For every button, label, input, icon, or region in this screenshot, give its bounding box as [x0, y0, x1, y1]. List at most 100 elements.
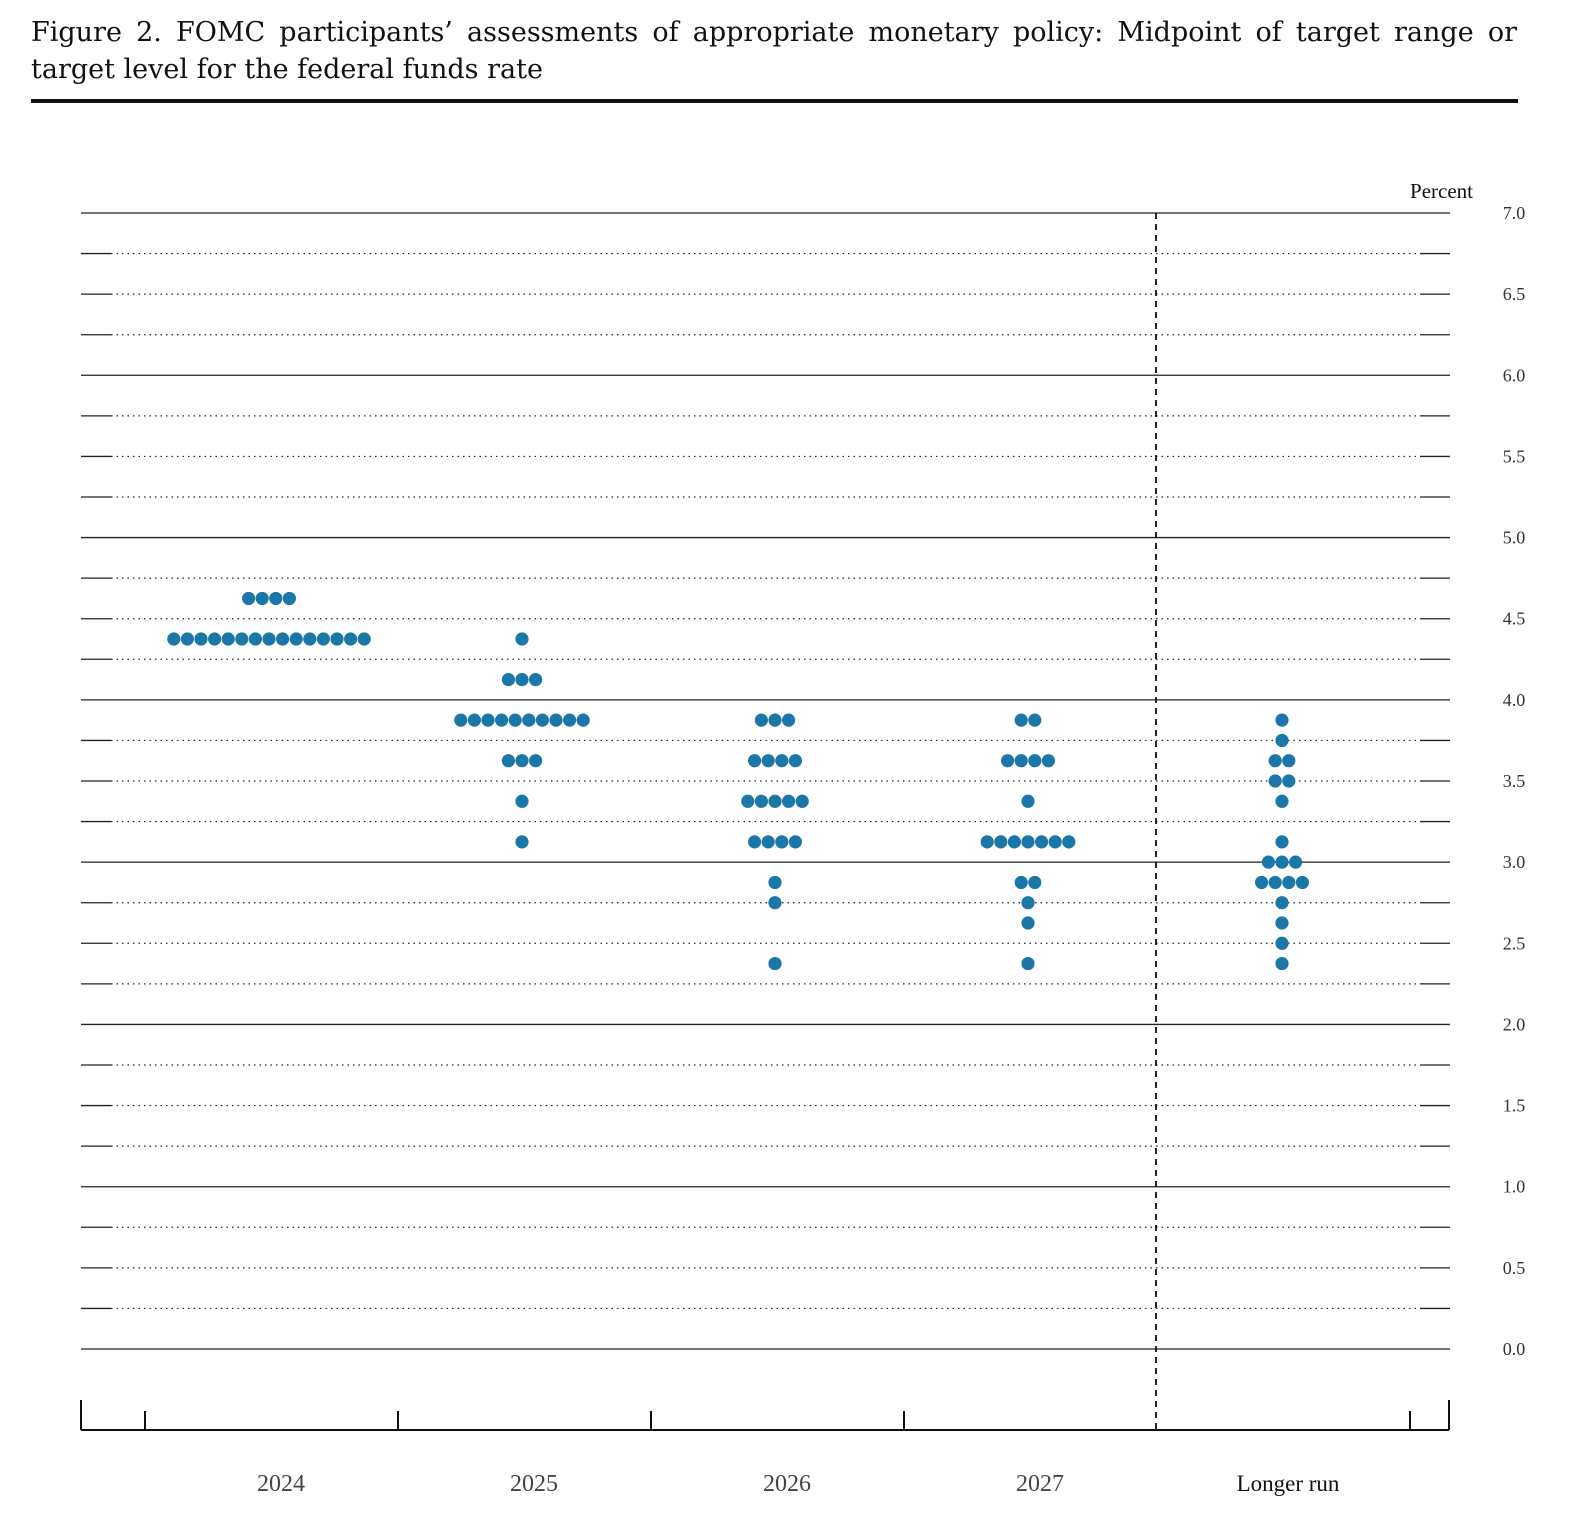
- participant-dot: [775, 835, 789, 849]
- participant-dot: [1289, 855, 1303, 869]
- grid-lines: [81, 212, 1450, 1350]
- participant-dot: [1035, 835, 1049, 849]
- participant-dot: [1275, 713, 1289, 727]
- axis-labels: 0.0 0.5 1.0 1.5 2.0 2.5 3.0 3.5 4.0 4.5 5.0 5.5 6.0 6…: [257, 203, 1525, 1497]
- participant-dot: [1014, 875, 1028, 890]
- x-category-label: Longer run: [1237, 1471, 1340, 1496]
- participant-dot: [994, 835, 1008, 849]
- y-tick-label: 6.5: [1503, 284, 1526, 304]
- participant-dot: [167, 632, 181, 646]
- participant-dot: [194, 632, 208, 646]
- participant-dot: [276, 632, 290, 646]
- title-rule: [31, 99, 1518, 103]
- y-tick-label: 1.0: [1503, 1177, 1526, 1197]
- participant-dot: [1028, 713, 1042, 727]
- participant-dot: [1275, 896, 1289, 910]
- participant-dot: [255, 591, 269, 606]
- x-category-label: 2025: [510, 1471, 558, 1497]
- participant-dot: [788, 754, 803, 768]
- participant-dot: [1282, 875, 1296, 890]
- participant-dot: [1041, 754, 1055, 768]
- participant-dot: [1028, 875, 1042, 890]
- participant-dot: [208, 632, 222, 646]
- x-axis: [80, 213, 1450, 1431]
- participant-dot: [768, 794, 782, 808]
- participant-dot: [242, 591, 256, 606]
- participant-dot: [1021, 916, 1035, 930]
- participant-dot: [754, 794, 769, 808]
- participant-dot: [788, 835, 803, 849]
- y-tick-label: 3.5: [1503, 771, 1526, 791]
- participant-dot: [303, 632, 317, 646]
- participant-dot: [1021, 794, 1035, 808]
- participant-dot: [1048, 835, 1062, 849]
- participant-dot: [180, 632, 194, 646]
- participant-dot: [344, 632, 358, 646]
- participant-dot: [467, 713, 481, 727]
- y-tick-label: 6.0: [1503, 365, 1526, 385]
- participant-dot: [754, 713, 769, 727]
- participant-dot: [761, 754, 775, 768]
- participant-dot: [549, 713, 563, 727]
- participant-dot: [1028, 754, 1042, 768]
- y-tick-label: 0.0: [1503, 1339, 1526, 1359]
- participant-dot: [761, 835, 775, 849]
- participant-dot: [1295, 875, 1309, 890]
- participant-dot: [515, 632, 529, 646]
- participant-dot: [515, 794, 529, 808]
- x-category-label: 2024: [257, 1471, 305, 1497]
- participant-dot: [768, 875, 782, 890]
- y-tick-label: 0.5: [1503, 1258, 1526, 1278]
- participant-dot: [529, 754, 543, 768]
- y-axis-label: Percent: [1410, 179, 1473, 203]
- participant-dot: [501, 754, 515, 768]
- participant-dot: [522, 713, 536, 727]
- participant-dot: [1268, 875, 1282, 890]
- y-tick-label: 7.0: [1503, 203, 1526, 223]
- participant-dot: [1275, 835, 1289, 849]
- participant-dot: [481, 713, 495, 727]
- y-tick-label: 4.0: [1503, 690, 1526, 710]
- participant-dot: [1021, 956, 1035, 971]
- participant-dot: [1282, 774, 1296, 788]
- participant-dot: [1062, 835, 1076, 849]
- participant-dot: [529, 672, 543, 687]
- participant-dot: [316, 632, 330, 646]
- y-tick-label: 5.5: [1503, 446, 1526, 466]
- participant-dot: [1275, 855, 1289, 869]
- y-tick-label: 5.0: [1503, 528, 1526, 548]
- participant-dot: [768, 956, 782, 971]
- y-tick-label: 3.0: [1503, 852, 1526, 872]
- participant-dot: [1275, 733, 1289, 748]
- participant-dot: [508, 713, 522, 727]
- dots: [167, 591, 1309, 971]
- participant-dot: [782, 713, 796, 727]
- participant-dot: [741, 794, 755, 808]
- participant-dot: [768, 713, 782, 727]
- participant-dot: [262, 632, 276, 646]
- participant-dot: [221, 632, 235, 646]
- x-category-label: 2026: [763, 1471, 811, 1497]
- participant-dot: [1021, 896, 1035, 910]
- participant-dot: [980, 835, 994, 849]
- participant-dot: [501, 672, 515, 687]
- x-category-label: 2027: [1016, 1471, 1064, 1497]
- participant-dot: [357, 632, 371, 646]
- participant-dot: [795, 794, 809, 808]
- participant-dot: [1255, 875, 1269, 890]
- participant-dot: [248, 632, 262, 646]
- y-tick-label: 2.0: [1503, 1014, 1526, 1034]
- participant-dot: [1268, 754, 1282, 768]
- participant-dot: [282, 591, 296, 606]
- participant-dot: [1275, 916, 1289, 930]
- participant-dot: [1021, 835, 1035, 849]
- participant-dot: [1014, 754, 1028, 768]
- participant-dot: [330, 632, 344, 646]
- participant-dot: [495, 713, 509, 727]
- participant-dot: [269, 591, 283, 606]
- figure-title: Figure 2. FOMC participants’ assessments…: [31, 17, 1517, 85]
- participant-dot: [775, 754, 789, 768]
- participant-dot: [515, 672, 529, 687]
